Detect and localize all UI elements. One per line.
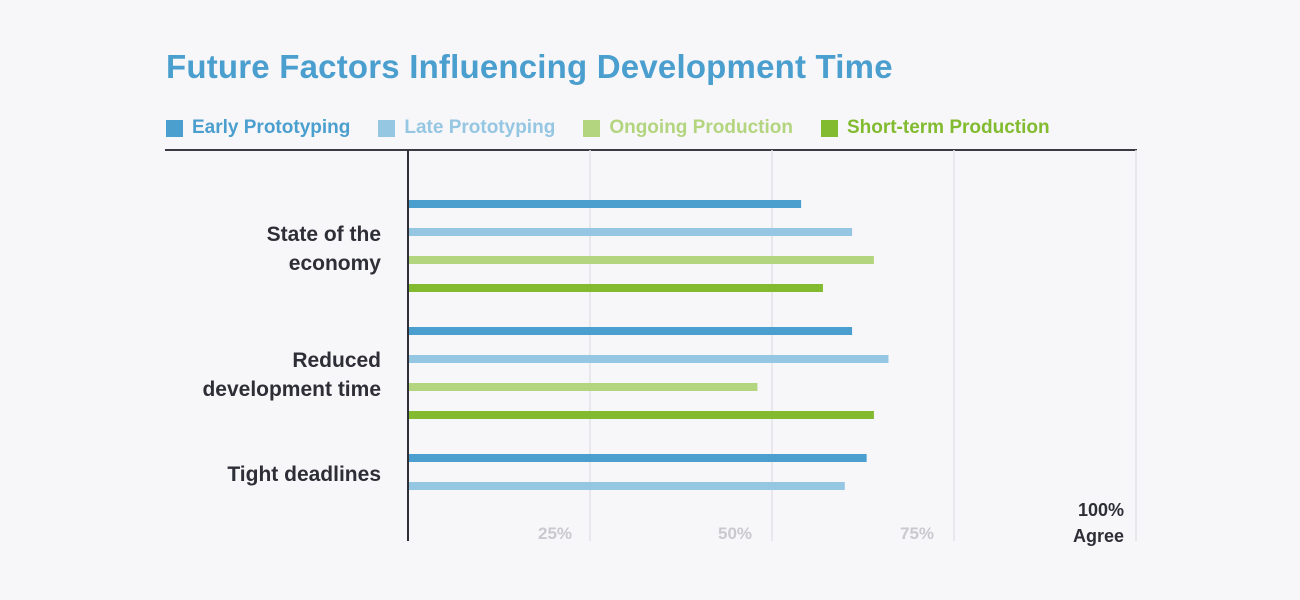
category-label-tight-deadlines: Tight deadlines (141, 460, 381, 489)
x-tick-label-50: 50% (718, 524, 753, 543)
legend-swatch-early-prototyping (166, 119, 183, 137)
legend-swatch-ongoing-production (583, 119, 601, 137)
x-axis-caption: Agree (1072, 526, 1124, 546)
legend-label-short-term-production: Short-term Production (846, 117, 1050, 138)
bar-state-of-the-economy-late-prototyping (408, 228, 853, 236)
x-tick-label-25: 25% (538, 524, 573, 543)
legend-item-late-prototyping: Late Prototyping (378, 117, 555, 139)
category-label-line: economy (288, 252, 381, 275)
category-label-line: Reduced (292, 349, 381, 372)
bar-state-of-the-economy-ongoing-production (408, 256, 874, 264)
bar-tight-deadlines-early-prototyping (408, 454, 867, 462)
legend-label-ongoing-production: Ongoing Production (609, 117, 793, 138)
category-label-line: State of the (266, 223, 381, 246)
bar-reduced-development-time-late-prototyping (408, 355, 889, 363)
bar-tight-deadlines-late-prototyping (408, 482, 845, 490)
category-label-reduced-development-time: Reduced development time (141, 346, 381, 404)
bar-state-of-the-economy-short-term-production (408, 284, 823, 292)
x-tick-label-75: 75% (900, 524, 935, 543)
legend-item-short-term-production: Short-term Production (820, 117, 1050, 139)
x-tick-label-100: 100% (1077, 500, 1124, 520)
category-label-line: Tight deadlines (227, 463, 381, 486)
bars-group (408, 200, 889, 490)
chart-legend: Early Prototyping Late Prototyping Ongoi… (166, 117, 1078, 139)
category-label-line: development time (202, 378, 381, 401)
legend-swatch-short-term-production (820, 119, 838, 137)
chart-title: Future Factors Influencing Development T… (166, 48, 893, 85)
legend-label-early-prototyping: Early Prototyping (192, 117, 351, 138)
legend-label-late-prototyping: Late Prototyping (404, 117, 556, 138)
bar-state-of-the-economy-early-prototyping (408, 200, 802, 208)
bar-reduced-development-time-short-term-production (408, 411, 874, 419)
legend-item-ongoing-production: Ongoing Production (583, 117, 793, 139)
bar-reduced-development-time-early-prototyping (408, 327, 853, 335)
legend-swatch-late-prototyping (378, 119, 396, 137)
category-label-state-of-the-economy: State of the economy (141, 220, 381, 278)
legend-item-early-prototyping: Early Prototyping (166, 117, 350, 139)
x-axis-end-label: 100% Agree (1040, 497, 1124, 549)
bar-reduced-development-time-ongoing-production (408, 383, 758, 391)
